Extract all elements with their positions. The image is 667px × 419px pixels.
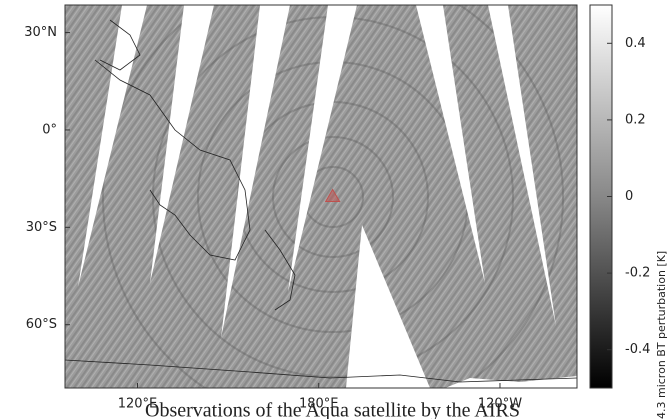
x-tick-label: 120°W bbox=[478, 397, 522, 412]
colorbar-tick-label: -0.4 bbox=[625, 342, 650, 357]
chart: Observations of the Aqua satellite by th… bbox=[0, 0, 667, 419]
colorbar-tick-label: 0 bbox=[625, 189, 633, 204]
y-tick-label: 60°S bbox=[26, 317, 57, 332]
colorbar-tick-label: 0.2 bbox=[625, 112, 646, 127]
map-field bbox=[65, 0, 577, 419]
colorbar-tick-label: -0.2 bbox=[625, 266, 650, 281]
colorbar-tick-label: 0.4 bbox=[625, 36, 646, 51]
y-tick-label: 30°N bbox=[24, 25, 57, 40]
x-tick-label: 120°E bbox=[118, 397, 158, 412]
x-tick-label: 180°E bbox=[299, 397, 339, 412]
y-tick-label: 0° bbox=[42, 122, 57, 137]
y-tick-label: 30°S bbox=[26, 220, 57, 235]
colorbar-label: 4.3 micron BT perturbation [K] bbox=[655, 251, 667, 419]
